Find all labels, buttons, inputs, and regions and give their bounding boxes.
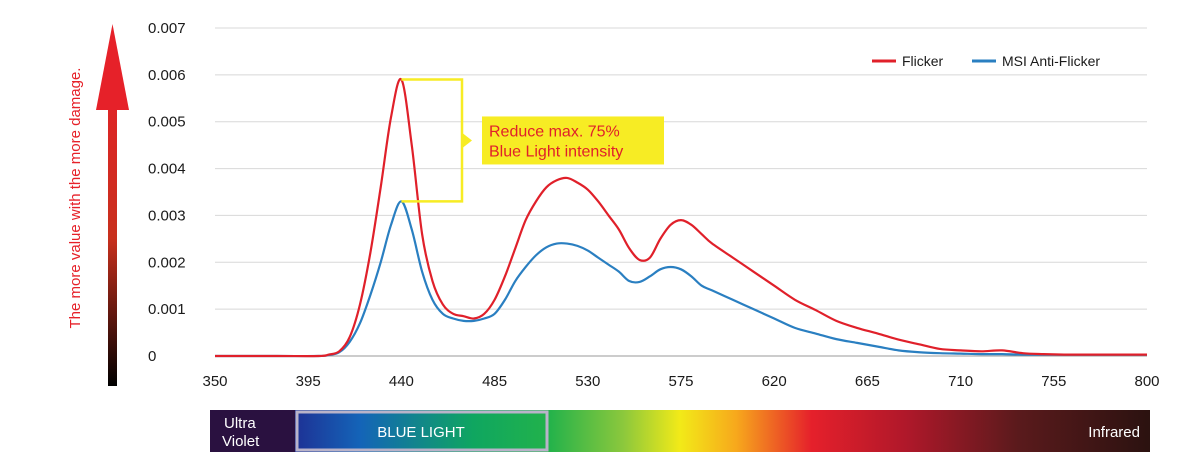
spectrum-band: Ultra Violet BLUE LIGHT Infrared (210, 410, 1150, 452)
x-tick-label: 350 (202, 373, 227, 390)
x-tick-label: 755 (1041, 373, 1066, 390)
annotation-pointer (463, 133, 472, 148)
x-tick-label: 530 (575, 373, 600, 390)
ultraviolet-label-line1: Ultra (224, 415, 256, 432)
infrared-label: Infrared (1088, 424, 1140, 441)
x-tick-label: 440 (389, 373, 414, 390)
flicker-line (215, 77, 1147, 358)
legend: Flicker MSI Anti-Flicker (872, 53, 1100, 69)
y-tick-label: 0.005 (148, 114, 186, 131)
x-tick-label: 710 (948, 373, 973, 390)
x-tick-label: 485 (482, 373, 507, 390)
y-tick-label: 0.001 (148, 301, 186, 318)
y-tick-label: 0 (148, 348, 156, 365)
reduction-annotation: Reduce max. 75% Blue Light intensity (401, 78, 664, 203)
y-tick-label: 0.007 (148, 20, 186, 37)
legend-label-anti-flicker: MSI Anti-Flicker (1002, 53, 1100, 69)
anti-flicker-line (215, 200, 1147, 358)
y-tick-label: 0.002 (148, 254, 186, 271)
x-tick-label: 620 (762, 373, 787, 390)
annotation-line2: Blue Light intensity (489, 143, 623, 160)
legend-label-flicker: Flicker (902, 53, 944, 69)
annotation-box (482, 116, 664, 165)
x-tick-label: 800 (1134, 373, 1159, 390)
x-tick-label: 665 (855, 373, 880, 390)
x-axis: 350 395 440 485 530 575 620 665 710 755 800 (202, 373, 1159, 390)
y-tick-label: 0.003 (148, 207, 186, 224)
y-tick-label: 0.006 (148, 67, 186, 84)
y-axis: 0 0.001 0.002 0.003 0.004 0.005 0.006 0.007 (148, 20, 186, 365)
x-tick-label: 575 (668, 373, 693, 390)
series-lines (215, 77, 1147, 358)
side-label: The more value with the more damage. (67, 68, 84, 329)
blue-light-highlight (295, 410, 549, 452)
blue-light-label: BLUE LIGHT (377, 424, 465, 441)
y-tick-label: 0.004 (148, 161, 186, 178)
ultraviolet-region (210, 410, 295, 452)
annotation-line1: Reduce max. 75% (489, 123, 620, 140)
ultraviolet-label-line2: Violet (222, 433, 260, 450)
annotation-bracket (401, 78, 464, 203)
x-tick-label: 395 (296, 373, 321, 390)
spectrum-gradient (210, 410, 1150, 452)
grid-lines (215, 27, 1147, 357)
damage-arrow (96, 24, 129, 386)
